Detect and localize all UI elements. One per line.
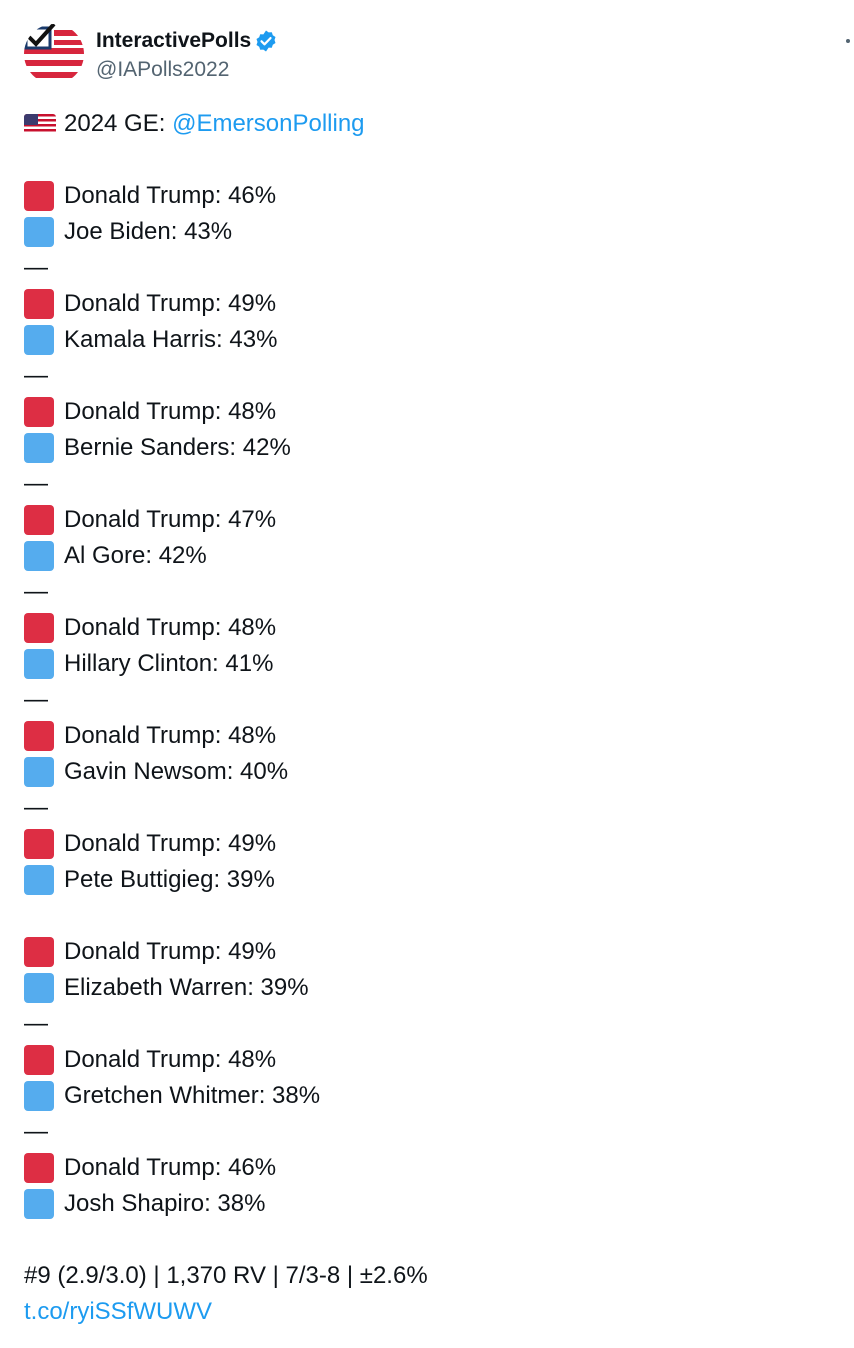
tweet-link[interactable]: t.co/ryiSSfWUWV	[24, 1298, 213, 1325]
republican-line: Donald Trump: 49%	[24, 934, 830, 970]
democrat-line: Gretchen Whitmer: 38%	[24, 1078, 830, 1114]
headline: 2024 GE: @EmersonPolling	[24, 106, 830, 142]
republican-line: Donald Trump: 49%	[24, 826, 830, 862]
democrat-line: Bernie Sanders: 42%	[24, 430, 830, 466]
candidate-result: Donald Trump: 49%	[64, 938, 277, 965]
blue-square-icon	[24, 865, 54, 895]
blank-separator	[24, 898, 830, 934]
candidate-result: Donald Trump: 46%	[64, 1154, 277, 1181]
candidate-result: Gavin Newsom: 40%	[64, 758, 289, 785]
republican-line: Donald Trump: 46%	[24, 1150, 830, 1186]
candidate-result: Donald Trump: 47%	[64, 506, 277, 533]
red-square-icon	[24, 1045, 54, 1075]
more-options-icon[interactable]	[844, 26, 854, 56]
democrat-line: Al Gore: 42%	[24, 538, 830, 574]
candidate-result: Donald Trump: 48%	[64, 614, 277, 641]
candidate-result: Kamala Harris: 43%	[64, 326, 278, 353]
candidate-result: Hillary Clinton: 41%	[64, 650, 274, 677]
blue-square-icon	[24, 325, 54, 355]
blue-square-icon	[24, 757, 54, 787]
verified-badge-icon	[256, 30, 276, 52]
dash-separator: —	[24, 686, 48, 713]
candidate-result: Donald Trump: 48%	[64, 722, 277, 749]
blue-square-icon	[24, 541, 54, 571]
red-square-icon	[24, 829, 54, 859]
matchup-list: Donald Trump: 46% Joe Biden: 43% — Donald T…	[24, 178, 830, 1222]
candidate-result: Joe Biden: 43%	[64, 218, 233, 245]
democrat-line: Elizabeth Warren: 39%	[24, 970, 830, 1006]
red-square-icon	[24, 721, 54, 751]
candidate-result: Bernie Sanders: 42%	[64, 434, 291, 461]
dash-separator: —	[24, 578, 48, 605]
dash-separator: —	[24, 794, 48, 821]
democrat-line: Gavin Newsom: 40%	[24, 754, 830, 790]
candidate-result: Josh Shapiro: 38%	[64, 1190, 266, 1217]
blue-square-icon	[24, 1189, 54, 1219]
poll-footer: #9 (2.9/3.0) | 1,370 RV | 7/3-8 | ±2.6%	[24, 1262, 428, 1289]
display-name[interactable]: InteractivePolls	[96, 29, 252, 52]
red-square-icon	[24, 937, 54, 967]
tweet-header: InteractivePolls @IAPolls2022	[24, 24, 850, 86]
republican-line: Donald Trump: 48%	[24, 718, 830, 754]
name-row: InteractivePolls	[96, 28, 278, 54]
emerson-polling-mention[interactable]: @EmersonPolling	[172, 110, 365, 137]
tweet-body: 2024 GE: @EmersonPolling Donald Trump: 4…	[24, 106, 830, 1330]
red-square-icon	[24, 613, 54, 643]
candidate-result: Donald Trump: 46%	[64, 182, 277, 209]
candidate-result: Donald Trump: 48%	[64, 398, 277, 425]
candidate-result: Donald Trump: 49%	[64, 830, 277, 857]
dash-separator: —	[24, 1010, 48, 1037]
democrat-line: Kamala Harris: 43%	[24, 322, 830, 358]
blue-square-icon	[24, 217, 54, 247]
handle[interactable]: @IAPolls2022	[96, 58, 230, 81]
red-square-icon	[24, 1153, 54, 1183]
republican-line: Donald Trump: 48%	[24, 610, 830, 646]
red-square-icon	[24, 397, 54, 427]
democrat-line: Joe Biden: 43%	[24, 214, 830, 250]
candidate-result: Al Gore: 42%	[64, 542, 207, 569]
dash-separator: —	[24, 470, 48, 497]
republican-line: Donald Trump: 46%	[24, 178, 830, 214]
republican-line: Donald Trump: 48%	[24, 394, 830, 430]
dash-separator: —	[24, 254, 48, 281]
red-square-icon	[24, 289, 54, 319]
democrat-line: Josh Shapiro: 38%	[24, 1186, 830, 1222]
us-flag-icon	[24, 114, 56, 134]
headline-text: 2024 GE:	[64, 110, 173, 137]
republican-line: Donald Trump: 47%	[24, 502, 830, 538]
democrat-line: Pete Buttigieg: 39%	[24, 862, 830, 898]
candidate-result: Donald Trump: 49%	[64, 290, 277, 317]
blue-square-icon	[24, 433, 54, 463]
candidate-result: Pete Buttigieg: 39%	[64, 866, 275, 893]
candidate-result: Donald Trump: 48%	[64, 1046, 277, 1073]
dash-separator: —	[24, 1118, 48, 1145]
republican-line: Donald Trump: 49%	[24, 286, 830, 322]
avatar[interactable]	[24, 24, 84, 84]
republican-line: Donald Trump: 48%	[24, 1042, 830, 1078]
red-square-icon	[24, 181, 54, 211]
blue-square-icon	[24, 973, 54, 1003]
democrat-line: Hillary Clinton: 41%	[24, 646, 830, 682]
red-square-icon	[24, 505, 54, 535]
dash-separator: —	[24, 362, 48, 389]
candidate-result: Gretchen Whitmer: 38%	[64, 1082, 321, 1109]
blue-square-icon	[24, 649, 54, 679]
candidate-result: Elizabeth Warren: 39%	[64, 974, 309, 1001]
blue-square-icon	[24, 1081, 54, 1111]
